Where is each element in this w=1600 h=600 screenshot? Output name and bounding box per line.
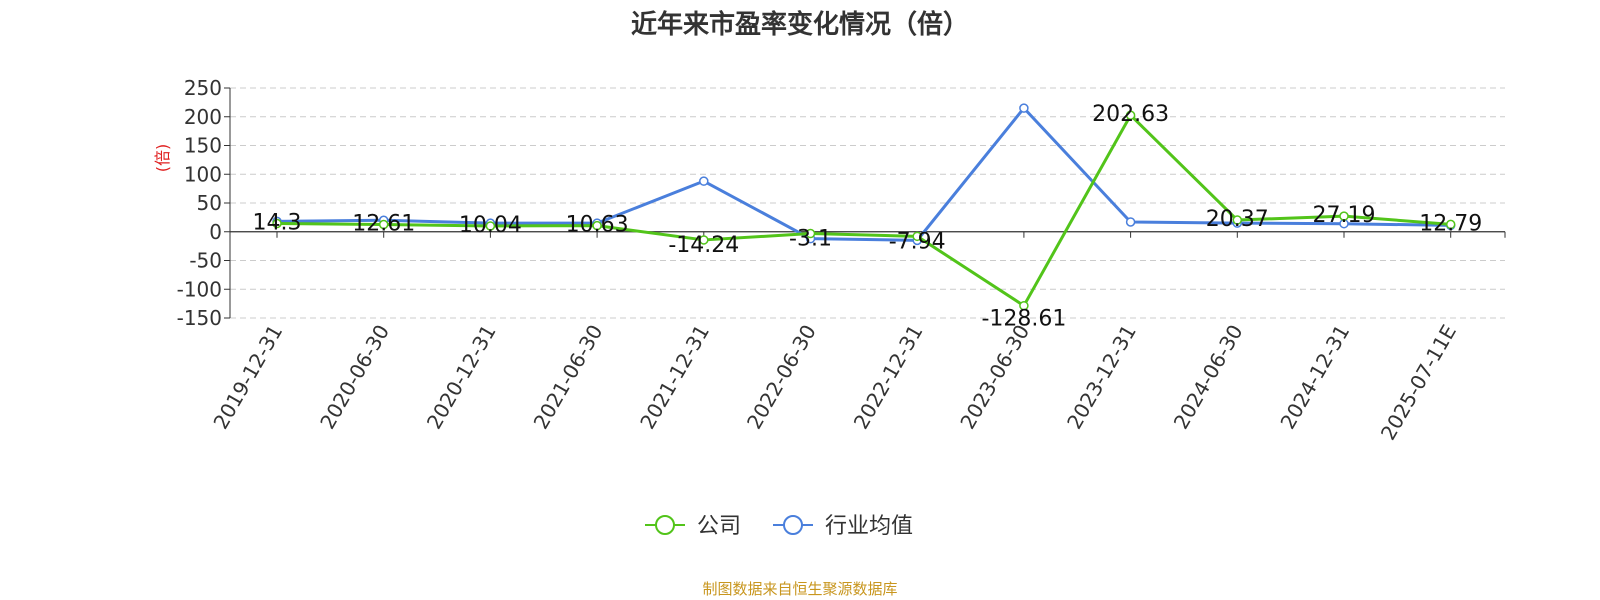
legend: 公司 行业均值	[645, 514, 913, 539]
data-label: -14.24	[668, 233, 739, 258]
data-point	[378, 219, 389, 230]
x-tick-label: 2019-12-31	[208, 321, 287, 434]
data-point	[912, 231, 922, 242]
data-label: 14.3	[253, 211, 302, 236]
data-label: -7.94	[889, 229, 946, 254]
x-tick-label: 2020-12-31	[422, 321, 501, 434]
series-line-industry	[276, 106, 1451, 242]
x-tick-label: 2020-06-30	[315, 321, 394, 434]
data-label: 12.79	[1419, 211, 1482, 236]
series-line-company	[276, 113, 1451, 308]
legend-swatch-marker	[783, 515, 803, 535]
y-axis-title: (倍)	[153, 144, 172, 173]
y-tick-label: -50	[189, 249, 222, 273]
data-point	[592, 220, 602, 231]
data-point	[805, 228, 816, 239]
legend-swatch-marker	[655, 515, 675, 535]
y-tick-label: 250	[184, 76, 222, 100]
data-point	[1125, 110, 1136, 120]
grid-lines	[230, 87, 1505, 319]
y-tick-label: 50	[197, 191, 222, 215]
y-tick-label: -150	[177, 306, 222, 330]
data-label: -3.1	[789, 227, 832, 252]
y-tick-label: 200	[184, 105, 222, 129]
y-tick-labels: -150 -100 -50 0 50 100 150 200 250	[177, 76, 222, 330]
legend-label: 行业均值	[825, 514, 913, 539]
data-point	[1019, 103, 1029, 113]
data-point	[699, 235, 709, 245]
axes: (倍)	[153, 87, 1506, 319]
data-label: 27.19	[1313, 203, 1376, 228]
y-tick-label: 100	[184, 162, 222, 186]
y-tick-label: 0	[209, 220, 222, 244]
y-tick-label: -100	[177, 277, 222, 301]
data-point	[272, 218, 282, 229]
x-tick-labels: 2019-12-31 2020-06-30 2020-12-31 2021-06-30…	[208, 320, 1461, 444]
data-label: 20.37	[1206, 207, 1269, 232]
x-tick-label: 2024-06-30	[1169, 321, 1248, 434]
x-tick-label: 2022-12-31	[849, 320, 928, 433]
chart-title: 近年来市盈率变化情况（倍）	[630, 10, 969, 40]
y-tick-label: 150	[184, 134, 222, 158]
legend-label: 公司	[697, 514, 741, 539]
x-tick-label: 2022-06-30	[742, 321, 821, 434]
data-point	[485, 221, 496, 231]
x-tick-label: 2024-12-31	[1275, 321, 1354, 434]
data-label: 202.63	[1092, 102, 1169, 127]
data-point	[1125, 217, 1136, 227]
data-point	[1232, 215, 1243, 225]
data-labels: 14.3 12.61 10.04 10.63 -14.24 -3.1 -7.94 -128.6…	[253, 102, 1483, 331]
x-tick-label: 2023-06-30	[955, 321, 1034, 434]
data-point	[1445, 219, 1456, 230]
x-tick-label: 2021-12-31	[635, 321, 714, 434]
data-point	[699, 176, 709, 186]
data-label: -128.61	[981, 307, 1066, 332]
x-tick-label: 2021-06-30	[529, 321, 608, 434]
x-tick-label: 2023-12-31	[1062, 321, 1141, 434]
x-tick-label: 2025-07-11E	[1376, 321, 1461, 445]
data-point	[1019, 300, 1029, 311]
data-source-note: 制图数据来自恒生聚源数据库	[702, 580, 898, 598]
data-point	[1339, 211, 1349, 221]
series-lines	[272, 103, 1456, 311]
data-label: 12.61	[352, 211, 415, 236]
data-label: 10.04	[459, 213, 522, 238]
data-label: 10.63	[566, 213, 629, 238]
